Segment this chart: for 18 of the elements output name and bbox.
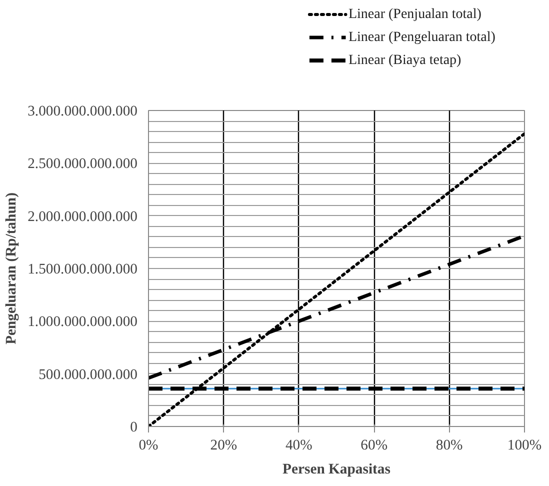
y-tick-label: 2.000.000.000.000 [28, 208, 138, 225]
y-tick-label: 1.000.000.000.000 [28, 314, 138, 330]
x-tick-label: 20% [210, 438, 238, 454]
legend-label: Linear (Biaya tetap) [348, 53, 462, 68]
y-tick-label: 500.000.000.000 [38, 366, 138, 383]
y-tick-label: 3.000.000.000.000 [28, 104, 138, 120]
x-tick-label: 60% [360, 438, 388, 454]
x-axis-title: Persen Kapasitas [282, 462, 391, 478]
x-tick-label: 100% [507, 438, 542, 454]
x-tick-label: 40% [285, 438, 312, 454]
y-axis-title: Pengeluaran (Rp/tahun) [4, 192, 20, 344]
y-tick-label: 0 [130, 420, 138, 436]
legend-label: Linear (Pengeluaran total) [348, 30, 496, 45]
x-tick-label: 0% [138, 438, 158, 454]
y-tick-label: 1.500.000.000.000 [28, 262, 138, 278]
x-tick-label: 80% [436, 438, 463, 454]
y-tick-label: 2.500.000.000.000 [28, 156, 138, 172]
legend-label: Linear (Penjualan total) [348, 7, 482, 22]
